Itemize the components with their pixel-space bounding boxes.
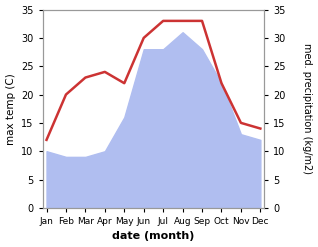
Y-axis label: max temp (C): max temp (C) [5, 73, 16, 144]
X-axis label: date (month): date (month) [112, 231, 195, 242]
Y-axis label: med. precipitation (kg/m2): med. precipitation (kg/m2) [302, 43, 313, 174]
